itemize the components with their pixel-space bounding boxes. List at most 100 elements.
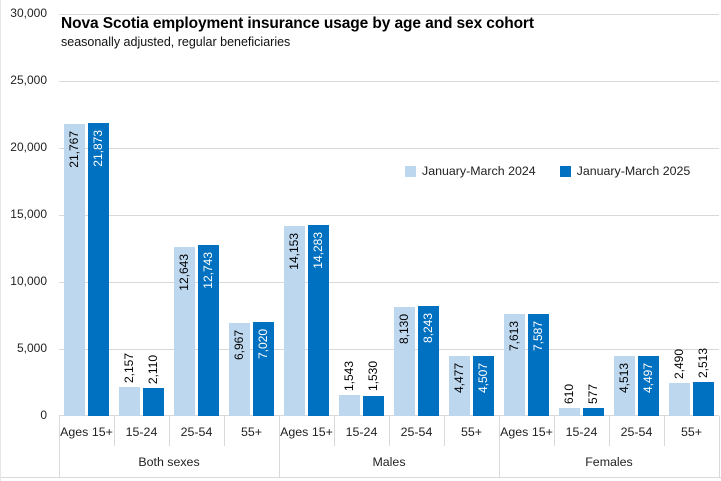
- legend-item-2024: January-March 2024: [405, 164, 536, 178]
- bar-label-2024-females-25-54: 4,513: [617, 362, 632, 393]
- legend-swatch-2025-icon: [559, 165, 571, 177]
- y-tick-label: 20,000: [10, 140, 47, 154]
- gridline: [59, 282, 719, 283]
- bar-2025-males-25-54: [417, 305, 439, 416]
- legend-swatch-2024-icon: [405, 165, 416, 177]
- y-tick-label: 10,000: [10, 274, 47, 288]
- chart-title: Nova Scotia employment insurance usage b…: [61, 15, 534, 32]
- bar-2024-both-sexes-55: [229, 322, 251, 416]
- bar-2025-males-15-24: [362, 395, 384, 416]
- x-age-label-males-25-54: 25-54: [400, 424, 433, 439]
- bar-2024-both-sexes-15-24: [119, 387, 141, 416]
- bar-label-2025-males-55: 4,507: [475, 362, 490, 393]
- bar-2025-both-sexes-15-24: [142, 387, 164, 416]
- axis-separator-category: [444, 416, 445, 446]
- legend: January-March 2024 January-March 2025: [405, 164, 690, 178]
- legend-label-2025: January-March 2025: [576, 164, 691, 178]
- axis-separator-category: [389, 416, 390, 446]
- bar-2025-both-sexes-ages-15: [87, 122, 109, 416]
- x-age-label-both-sexes-ages-15: Ages 15+: [60, 424, 113, 439]
- bar-2024-females-15-24: [559, 407, 581, 416]
- legend-item-2025: January-March 2025: [559, 164, 691, 178]
- x-age-label-females-55: 55+: [680, 424, 703, 439]
- bar-2024-males-25-54: [394, 307, 416, 416]
- bar-label-2025-both-sexes-ages-15: 21,873: [90, 129, 105, 167]
- x-age-label-females-15-24: 15-24: [565, 424, 598, 439]
- bar-2025-females-15-24: [582, 408, 604, 416]
- plot-area: 21,767 2,157 12,643 6,967 14,153 1,543 8,130 4,…: [59, 14, 719, 416]
- gridline: [59, 215, 719, 216]
- x-age-label-males-ages-15: Ages 15+: [280, 424, 333, 439]
- x-group-label-females: Females: [585, 454, 633, 469]
- bar-label-2025-males-15-24: 1,530: [365, 361, 380, 392]
- bar-label-2025-females-15-24: 577: [585, 384, 600, 405]
- axis-separator-category: [334, 416, 335, 446]
- bar-2024-females-55: [669, 382, 691, 416]
- x-age-label-both-sexes-25-54: 25-54: [180, 424, 213, 439]
- bar-label-2024-females-15-24: 610: [562, 383, 577, 404]
- gridline: [59, 81, 719, 82]
- axis-separator-group: [59, 416, 60, 477]
- axis-separator-category: [609, 416, 610, 446]
- gridline: [59, 148, 719, 149]
- bar-label-2024-females-55: 2,490: [672, 348, 687, 379]
- bar-label-2024-both-sexes-15-24: 2,157: [122, 353, 137, 384]
- x-age-label-males-15-24: 15-24: [345, 424, 378, 439]
- bar-2024-both-sexes-25-54: [174, 246, 196, 416]
- bar-label-2025-females-25-54: 4,497: [640, 362, 655, 393]
- bar-2024-males-55: [449, 356, 471, 416]
- axis-bottom-border: [1, 477, 721, 478]
- legend-label-2024: January-March 2024: [422, 164, 536, 178]
- bar-2024-females-25-54: [614, 355, 636, 416]
- x-age-label-both-sexes-55: 55+: [240, 424, 263, 439]
- bar-label-2025-both-sexes-15-24: 2,110: [145, 354, 160, 384]
- bar-2025-females-ages-15: [527, 314, 549, 416]
- bar-2025-both-sexes-55: [252, 321, 274, 416]
- bar-label-2025-males-25-54: 8,243: [420, 312, 435, 343]
- bar-label-2024-both-sexes-ages-15: 21,767: [67, 131, 82, 168]
- bar-2025-males-ages-15: [307, 224, 329, 416]
- gridline: [59, 349, 719, 350]
- bar-2024-both-sexes-ages-15: [64, 124, 86, 416]
- x-age-label-females-25-54: 25-54: [620, 424, 653, 439]
- gridline: [59, 14, 719, 15]
- y-tick-label: 5,000: [16, 341, 47, 355]
- x-age-label-females-ages-15: Ages 15+: [500, 424, 553, 439]
- y-tick-label: 30,000: [10, 6, 47, 20]
- bar-label-2024-males-55: 4,477: [452, 363, 467, 394]
- x-age-label-both-sexes-15-24: 15-24: [125, 424, 158, 439]
- x-group-label-males: Males: [372, 454, 406, 469]
- x-age-label-males-55: 55+: [460, 424, 483, 439]
- bar-2025-females-55: [692, 382, 714, 416]
- bar-2025-both-sexes-25-54: [197, 245, 219, 416]
- axis-separator-group: [499, 416, 500, 477]
- bar-label-2025-both-sexes-25-54: 12,743: [200, 252, 215, 289]
- gridline: [59, 415, 719, 416]
- y-tick-label: 25,000: [10, 73, 47, 87]
- axis-separator-category: [169, 416, 170, 446]
- bar-2024-females-ages-15: [504, 314, 526, 416]
- axis-separator-category: [554, 416, 555, 446]
- chart-subtitle: seasonally adjusted, regular beneficiari…: [61, 35, 291, 49]
- bar-label-2024-both-sexes-55: 6,967: [232, 329, 247, 360]
- axis-separator-category: [664, 416, 665, 446]
- bar-label-2025-females-55: 2,513: [695, 348, 710, 379]
- y-tick-label: 0: [40, 408, 47, 422]
- y-tick-label: 15,000: [10, 207, 47, 221]
- bar-2024-males-15-24: [339, 395, 361, 416]
- axis-separator-group: [719, 416, 720, 477]
- bar-label-2024-males-25-54: 8,130: [397, 314, 412, 345]
- bar-label-2025-both-sexes-55: 7,020: [255, 328, 270, 359]
- axis-separator-category: [114, 416, 115, 446]
- axis-separator-group: [279, 416, 280, 477]
- bar-label-2024-both-sexes-25-54: 12,643: [177, 253, 192, 291]
- x-axis: Ages 15+ 15-24 25-54 55+ Both sexes Ages 15+ 1…: [1, 415, 721, 479]
- bar-2025-females-25-54: [637, 355, 659, 416]
- bar-2024-males-ages-15: [284, 226, 306, 416]
- bar-label-2024-males-15-24: 1,543: [342, 361, 357, 392]
- x-group-label-both-sexes: Both sexes: [138, 454, 200, 469]
- bar-label-2024-females-ages-15: 7,613: [507, 321, 522, 352]
- bar-label-2025-males-ages-15: 14,283: [310, 231, 325, 269]
- axis-separator-category: [224, 416, 225, 446]
